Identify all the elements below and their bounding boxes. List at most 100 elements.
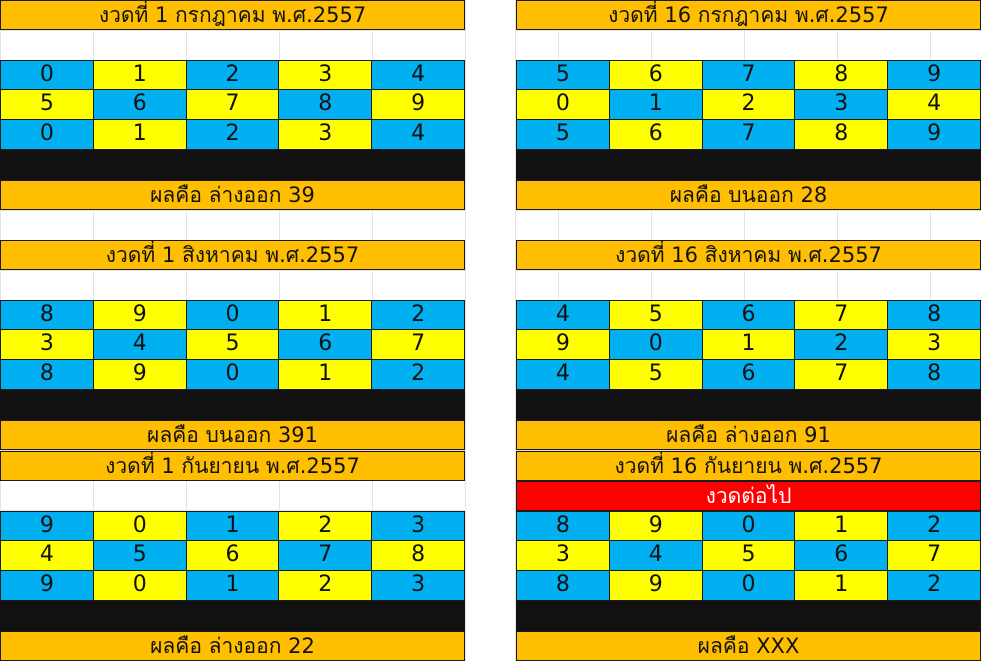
number-cell: 6 (702, 359, 796, 390)
number-cell: 6 (278, 329, 372, 360)
number-cell: 2 (887, 511, 981, 541)
number-cell: 3 (371, 570, 465, 601)
black-row (0, 390, 465, 420)
number-cell: 9 (93, 300, 187, 330)
number-cell: 4 (0, 540, 94, 571)
number-cell: 3 (887, 329, 981, 360)
number-cell: 4 (371, 119, 465, 150)
number-cell: 3 (794, 89, 888, 120)
number-cell: 9 (0, 570, 94, 601)
number-cell: 1 (794, 570, 888, 601)
number-cell: 8 (794, 60, 888, 90)
number-cell: 9 (609, 570, 703, 601)
number-cell: 5 (0, 89, 94, 120)
draw-title: งวดที่ 1 กันยายน พ.ศ.2557 (0, 451, 465, 481)
black-row (0, 150, 465, 180)
number-cell: 4 (516, 300, 610, 330)
number-cell: 0 (609, 329, 703, 360)
draw-title: งวดที่ 1 กรกฎาคม พ.ศ.2557 (0, 0, 465, 30)
number-cell: 7 (702, 60, 796, 90)
blank-row (0, 270, 465, 300)
number-cell: 4 (887, 89, 981, 120)
number-cell: 5 (609, 359, 703, 390)
number-cell: 7 (794, 359, 888, 390)
number-cell: 2 (278, 570, 372, 601)
number-cell: 4 (609, 540, 703, 571)
draw-result: ผลคือ บนออก 391 (0, 420, 465, 450)
number-cell: 8 (516, 511, 610, 541)
draw-title: งวดที่ 16 กันยายน พ.ศ.2557 (516, 451, 981, 481)
number-cell: 9 (516, 329, 610, 360)
number-cell: 2 (371, 359, 465, 390)
number-cell: 6 (186, 540, 280, 571)
number-cell: 0 (0, 60, 94, 90)
draw-result: ผลคือ XXX (516, 631, 981, 661)
draw-result: ผลคือ ล่างออก 91 (516, 420, 981, 450)
blank-row (0, 481, 465, 511)
number-cell: 3 (0, 329, 94, 360)
number-cell: 7 (371, 329, 465, 360)
number-cell: 7 (702, 119, 796, 150)
number-cell: 2 (371, 300, 465, 330)
blank-row (516, 270, 981, 300)
number-cell: 9 (93, 359, 187, 390)
number-cell: 6 (609, 119, 703, 150)
number-cell: 2 (186, 119, 280, 150)
number-cell: 0 (516, 89, 610, 120)
number-cell: 5 (186, 329, 280, 360)
number-cell: 0 (186, 359, 280, 390)
black-row (0, 601, 465, 631)
number-cell: 1 (186, 511, 280, 541)
number-cell: 8 (0, 300, 94, 330)
number-cell: 2 (278, 511, 372, 541)
number-cell: 8 (0, 359, 94, 390)
number-cell: 8 (516, 570, 610, 601)
number-cell: 4 (371, 60, 465, 90)
number-cell: 4 (516, 359, 610, 390)
number-cell: 1 (278, 359, 372, 390)
number-cell: 3 (278, 119, 372, 150)
next-draw-label: งวดต่อไป (516, 481, 981, 511)
number-cell: 9 (887, 119, 981, 150)
number-cell: 1 (609, 89, 703, 120)
spacer-column (465, 0, 516, 661)
number-cell: 1 (278, 300, 372, 330)
black-row (516, 390, 981, 420)
number-cell: 2 (186, 60, 280, 90)
number-cell: 3 (371, 511, 465, 541)
number-cell: 5 (516, 119, 610, 150)
draw-result: ผลคือ บนออก 28 (516, 180, 981, 210)
number-cell: 0 (93, 511, 187, 541)
number-cell: 0 (702, 511, 796, 541)
number-cell: 8 (887, 300, 981, 330)
number-cell: 9 (887, 60, 981, 90)
number-cell: 6 (93, 89, 187, 120)
number-cell: 5 (702, 540, 796, 571)
draw-result: ผลคือ ล่างออก 22 (0, 631, 465, 661)
number-cell: 7 (887, 540, 981, 571)
number-cell: 7 (186, 89, 280, 120)
number-cell: 3 (278, 60, 372, 90)
number-cell: 8 (371, 540, 465, 571)
number-cell: 2 (702, 89, 796, 120)
number-cell: 0 (186, 300, 280, 330)
number-cell: 2 (794, 329, 888, 360)
number-cell: 3 (516, 540, 610, 571)
number-cell: 8 (278, 89, 372, 120)
number-cell: 9 (371, 89, 465, 120)
number-cell: 7 (278, 540, 372, 571)
number-cell: 1 (186, 570, 280, 601)
